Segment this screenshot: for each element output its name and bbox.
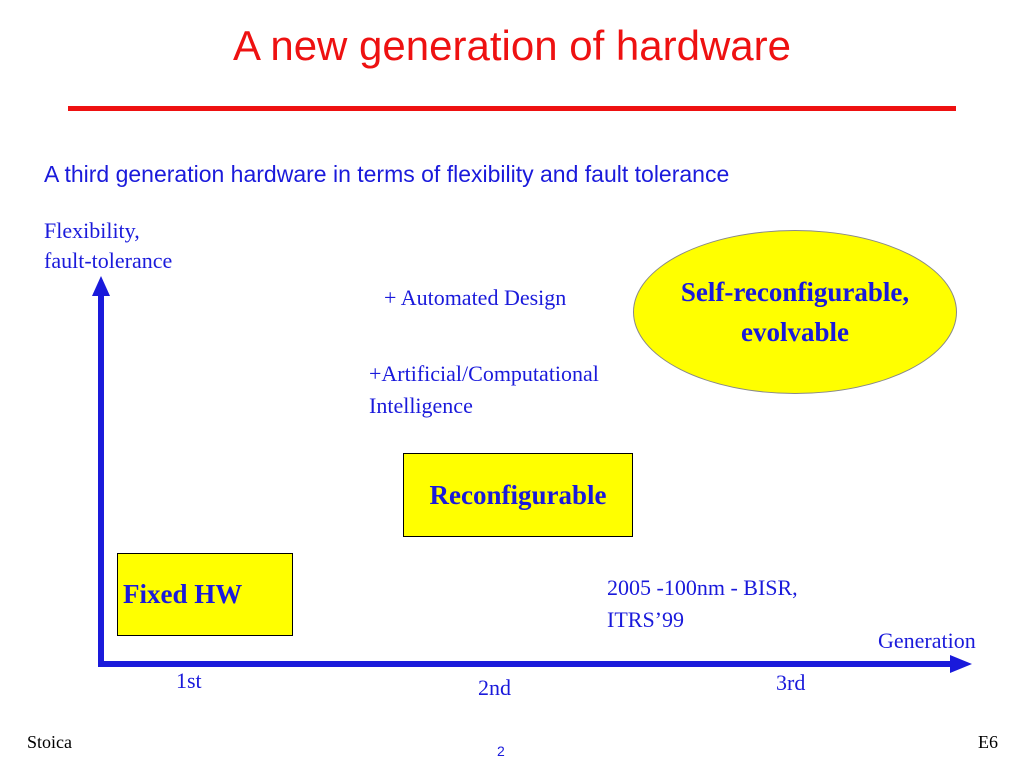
x-axis-arrow bbox=[950, 655, 972, 673]
tick-3rd: 3rd bbox=[776, 670, 806, 695]
self-reconfigurable-ellipse: Self-reconfigurable, evolvable bbox=[633, 230, 957, 394]
slide-title: A new generation of hardware bbox=[232, 22, 792, 69]
tick-2nd: 2nd bbox=[478, 675, 511, 700]
title-underline bbox=[68, 106, 956, 111]
x-axis-label: Generation bbox=[878, 628, 976, 653]
ai-note: +Artificial/Computational Intelligence bbox=[369, 358, 599, 422]
bisr-note: 2005 -100nm - BISR, ITRS’99 bbox=[607, 572, 798, 636]
reconfigurable-box: Reconfigurable bbox=[403, 453, 633, 537]
bisr-note-line1: 2005 -100nm - BISR, bbox=[607, 575, 798, 600]
page-number: 2 bbox=[497, 743, 505, 759]
ai-note-line2: Intelligence bbox=[369, 393, 473, 418]
y-axis-label: Flexibility, fault-tolerance bbox=[44, 216, 172, 276]
bisr-note-line2: ITRS’99 bbox=[607, 607, 684, 632]
slide-subtitle: A third generation hardware in terms of … bbox=[44, 161, 730, 187]
footer-code: E6 bbox=[978, 732, 998, 752]
tick-1st: 1st bbox=[176, 668, 202, 693]
self-reconfigurable-line2: evolvable bbox=[741, 317, 849, 347]
fixed-hw-box: Fixed HW bbox=[117, 553, 293, 636]
y-axis-label-line2: fault-tolerance bbox=[44, 248, 173, 273]
footer-author: Stoica bbox=[27, 732, 72, 752]
automated-design-note: + Automated Design bbox=[384, 285, 567, 310]
ai-note-line1: +Artificial/Computational bbox=[369, 361, 599, 386]
y-axis-arrow bbox=[92, 276, 110, 296]
y-axis-label-line1: Flexibility, bbox=[44, 218, 140, 243]
self-reconfigurable-line1: Self-reconfigurable, bbox=[680, 277, 910, 307]
